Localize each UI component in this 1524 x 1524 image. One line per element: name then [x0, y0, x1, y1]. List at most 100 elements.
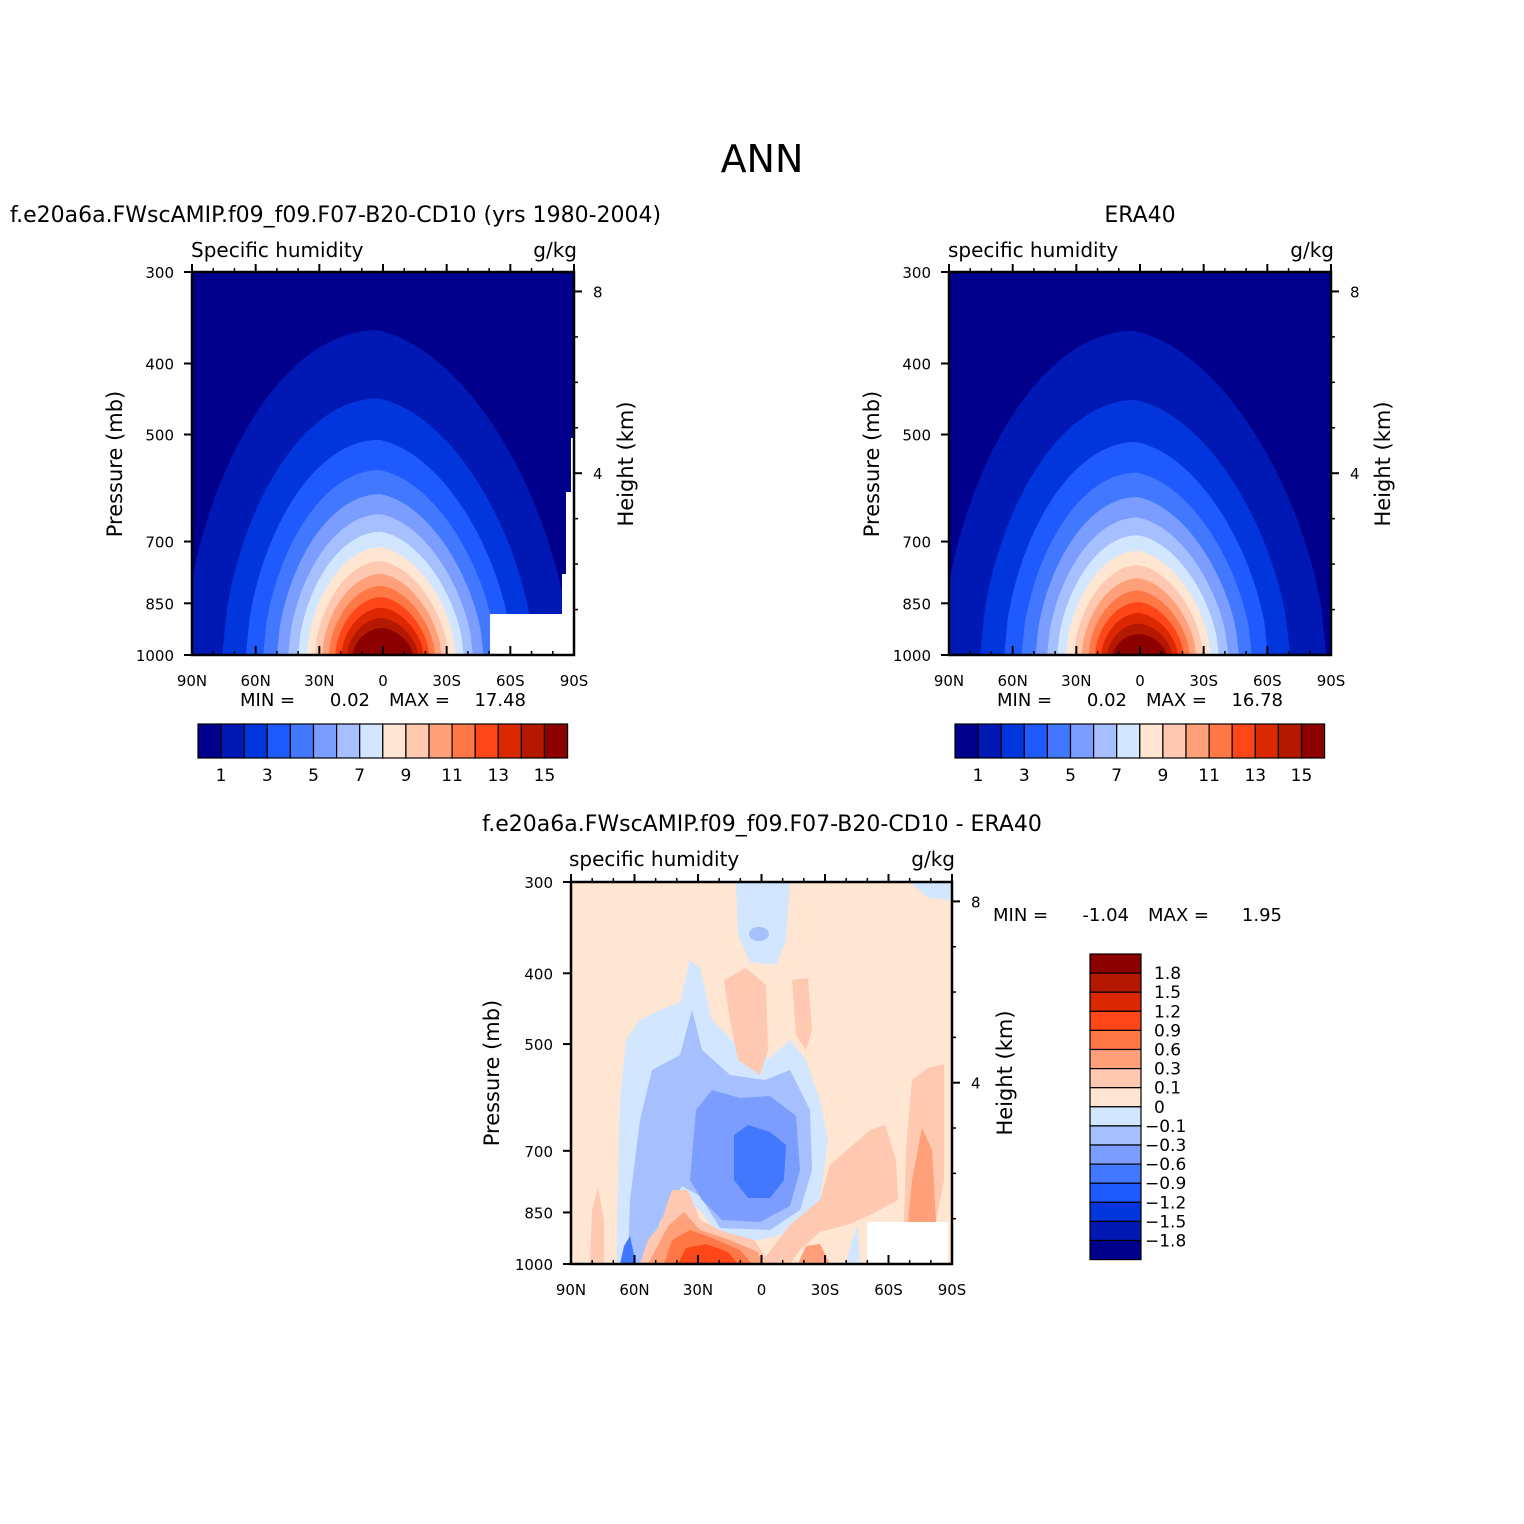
panel-model-colorbar-box — [474, 723, 499, 759]
panel-diff-contour-pos-0.6-south — [798, 1244, 830, 1264]
panel-diff-axes: 90N 60N 30N 0 30S 60S 90S 300 400 500 700 850 1000 4 8 — [515, 874, 981, 1299]
panel-diff-colorbar-box — [1089, 1087, 1142, 1108]
panel-diff-contour-pos-0.3-upper — [724, 968, 768, 1075]
panel-model-xtick-label: 90N — [177, 672, 207, 690]
panel-obs-max-value: 16.78 — [1231, 690, 1283, 711]
panel-obs-colorbar-box — [1000, 723, 1025, 759]
panel-diff-xtick-label: 0 — [757, 1281, 767, 1299]
panel-model-ytick-label: 400 — [145, 356, 174, 374]
panel-obs-colorbar-box — [977, 723, 1002, 759]
panel-model-field — [192, 272, 574, 655]
panel-obs-ytick-label: 300 — [902, 264, 931, 282]
panel-diff-ytick-label: 500 — [524, 1036, 553, 1054]
panel-model-ytick-right-label: 4 — [593, 465, 603, 483]
panel-obs-ytick-label: 500 — [902, 427, 931, 445]
panel-diff-ytick-right-label: 4 — [971, 1075, 981, 1093]
panel-diff-xtick-label: 90N — [556, 1281, 586, 1299]
panel-diff-colorbar-label: 0.9 — [1154, 1021, 1181, 1041]
panel-model-colorbar-label: 9 — [400, 766, 411, 786]
panel-diff-ytick-label: 850 — [524, 1204, 553, 1222]
panel-diff-colorbar-label: −0.3 — [1145, 1136, 1186, 1156]
panel-diff-contour-pos-0.3-upper-b — [792, 978, 812, 1050]
panel-model-colorbar-box — [359, 723, 384, 759]
panel-diff-colorbar-box — [1089, 1029, 1142, 1051]
panel-diff-colorbar-box — [1089, 1125, 1142, 1146]
panel-diff-contour-neg-0.1-top — [736, 882, 790, 965]
panel-obs-max-label: MAX = — [1146, 690, 1207, 711]
panel-obs-ytick-label: 1000 — [893, 647, 931, 665]
panel-obs-ytick-label: 400 — [902, 356, 931, 374]
panel-diff-colorbar: 1.81.51.20.90.60.30.10−0.1−0.3−0.6−0.9−1… — [1089, 953, 1186, 1261]
panel-diff-contour-pos-0.3-lowlat — [590, 1188, 604, 1264]
panel-model-colorbar-box — [336, 723, 361, 759]
panel-model-ylabel: Pressure (mb) — [103, 391, 127, 538]
panel-obs: ERA40 specific humidity g/kg 90N 60N 30N 0 3… — [860, 203, 1395, 786]
panel-model-ytick-label: 500 — [145, 427, 174, 445]
panel-model-ytick-label: 300 — [145, 264, 174, 282]
panel-obs-contours — [949, 330, 1327, 655]
panel-diff-xtick-label: 30S — [811, 1281, 840, 1299]
panel-diff-colorbar-label: 0.6 — [1154, 1041, 1181, 1061]
panel-diff-ylabel: Pressure (mb) — [480, 1000, 504, 1147]
panel-obs-colorbar-label: 3 — [1019, 766, 1030, 786]
panel-diff-colorbar-label: −0.1 — [1145, 1117, 1186, 1137]
panel-diff-ytick-right-label: 8 — [971, 893, 981, 911]
panel-obs-xtick-label: 30N — [1061, 672, 1091, 690]
panel-model-xtick-label: 30S — [432, 672, 461, 690]
panel-obs-colorbar-box — [1185, 723, 1210, 759]
panel-diff-colorbar-box — [1089, 1048, 1142, 1070]
panel-obs-colorbar-label: 7 — [1111, 766, 1122, 786]
panel-diff-colorbar-label: −0.6 — [1145, 1155, 1186, 1175]
panel-obs-colorbar-box — [1254, 723, 1280, 759]
panel-obs-ytick-label: 700 — [902, 534, 931, 552]
panel-model-colorbar-label: 7 — [354, 766, 365, 786]
panel-model-colorbar-box — [197, 723, 222, 759]
panel-diff-colorbar-box — [1089, 1182, 1142, 1203]
panel-obs-field — [949, 272, 1331, 655]
panel-diff-colorbar-label: −1.8 — [1145, 1232, 1186, 1252]
panel-model-xtick-label: 60S — [496, 672, 525, 690]
panel-diff-colorbar-label: −1.2 — [1145, 1193, 1186, 1213]
panel-obs-colorbar-box — [1231, 723, 1256, 759]
panel-model-ytick-right-label: 8 — [593, 283, 603, 301]
figure-title: ANN — [721, 137, 804, 181]
panel-diff-colorbar-label: 1.8 — [1154, 964, 1181, 984]
panel-model-variable: Specific humidity — [191, 238, 364, 262]
panel-diff-contour-pos-0.6-pole — [908, 1128, 936, 1222]
panel-diff-max-value: 1.95 — [1242, 905, 1282, 926]
panel-model-colorbar-label: 13 — [487, 766, 509, 786]
panel-diff-colorbar-box — [1089, 991, 1142, 1012]
panel-obs-contour-level — [1113, 634, 1167, 655]
panel-obs-xtick-label: 90S — [1317, 672, 1346, 690]
panel-diff-colorbar-box — [1089, 1144, 1142, 1165]
panel-diff-xtick-label: 90S — [938, 1281, 967, 1299]
panel-model-colorbar-box — [266, 723, 291, 759]
panel-diff-contour-neg-0.1-south — [846, 1226, 860, 1264]
panel-obs-colorbar-box — [1023, 723, 1049, 759]
panel-diff-ytick-label: 400 — [524, 965, 553, 983]
panel-diff-contour-neg-0.6-surface — [620, 1236, 636, 1264]
panel-model-case-title: f.e20a6a.FWscAMIP.f09_f09.F07-B20-CD10 (… — [10, 203, 661, 228]
panel-model-min-label: MIN = — [240, 690, 295, 711]
panel-diff-ylabel-right: Height (km) — [993, 1010, 1017, 1135]
panel-diff-colorbar-box — [1089, 1201, 1142, 1223]
panel-diff-contour-pos-1.2-surface — [678, 1244, 738, 1264]
panel-diff-missing-surface — [867, 1222, 948, 1264]
panel-diff-colorbar-box — [1089, 1163, 1142, 1184]
panel-model-ytick-label: 700 — [145, 534, 174, 552]
panel-obs-colorbar-box — [1162, 723, 1187, 759]
panel-model-colorbar-box — [497, 723, 522, 759]
panel-diff-case-title: f.e20a6a.FWscAMIP.f09_f09.F07-B20-CD10 -… — [482, 812, 1042, 837]
panel-obs-colorbar-box — [1116, 723, 1141, 759]
panel-obs-colorbar-label: 15 — [1291, 766, 1313, 786]
panel-model-colorbar-box — [289, 723, 315, 759]
panel-model-colorbar-box — [405, 723, 430, 759]
panel-obs-ytick-label: 850 — [902, 595, 931, 613]
panel-model-xtick-label: 0 — [378, 672, 388, 690]
panel-diff-contour-neg-0.1-corner — [910, 882, 952, 900]
panel-diff-variable: specific humidity — [569, 847, 739, 871]
panel-obs-colorbar-label: 5 — [1065, 766, 1076, 786]
panel-diff-xtick-label: 60S — [874, 1281, 903, 1299]
panel-diff-colorbar-label: 0 — [1154, 1098, 1165, 1118]
